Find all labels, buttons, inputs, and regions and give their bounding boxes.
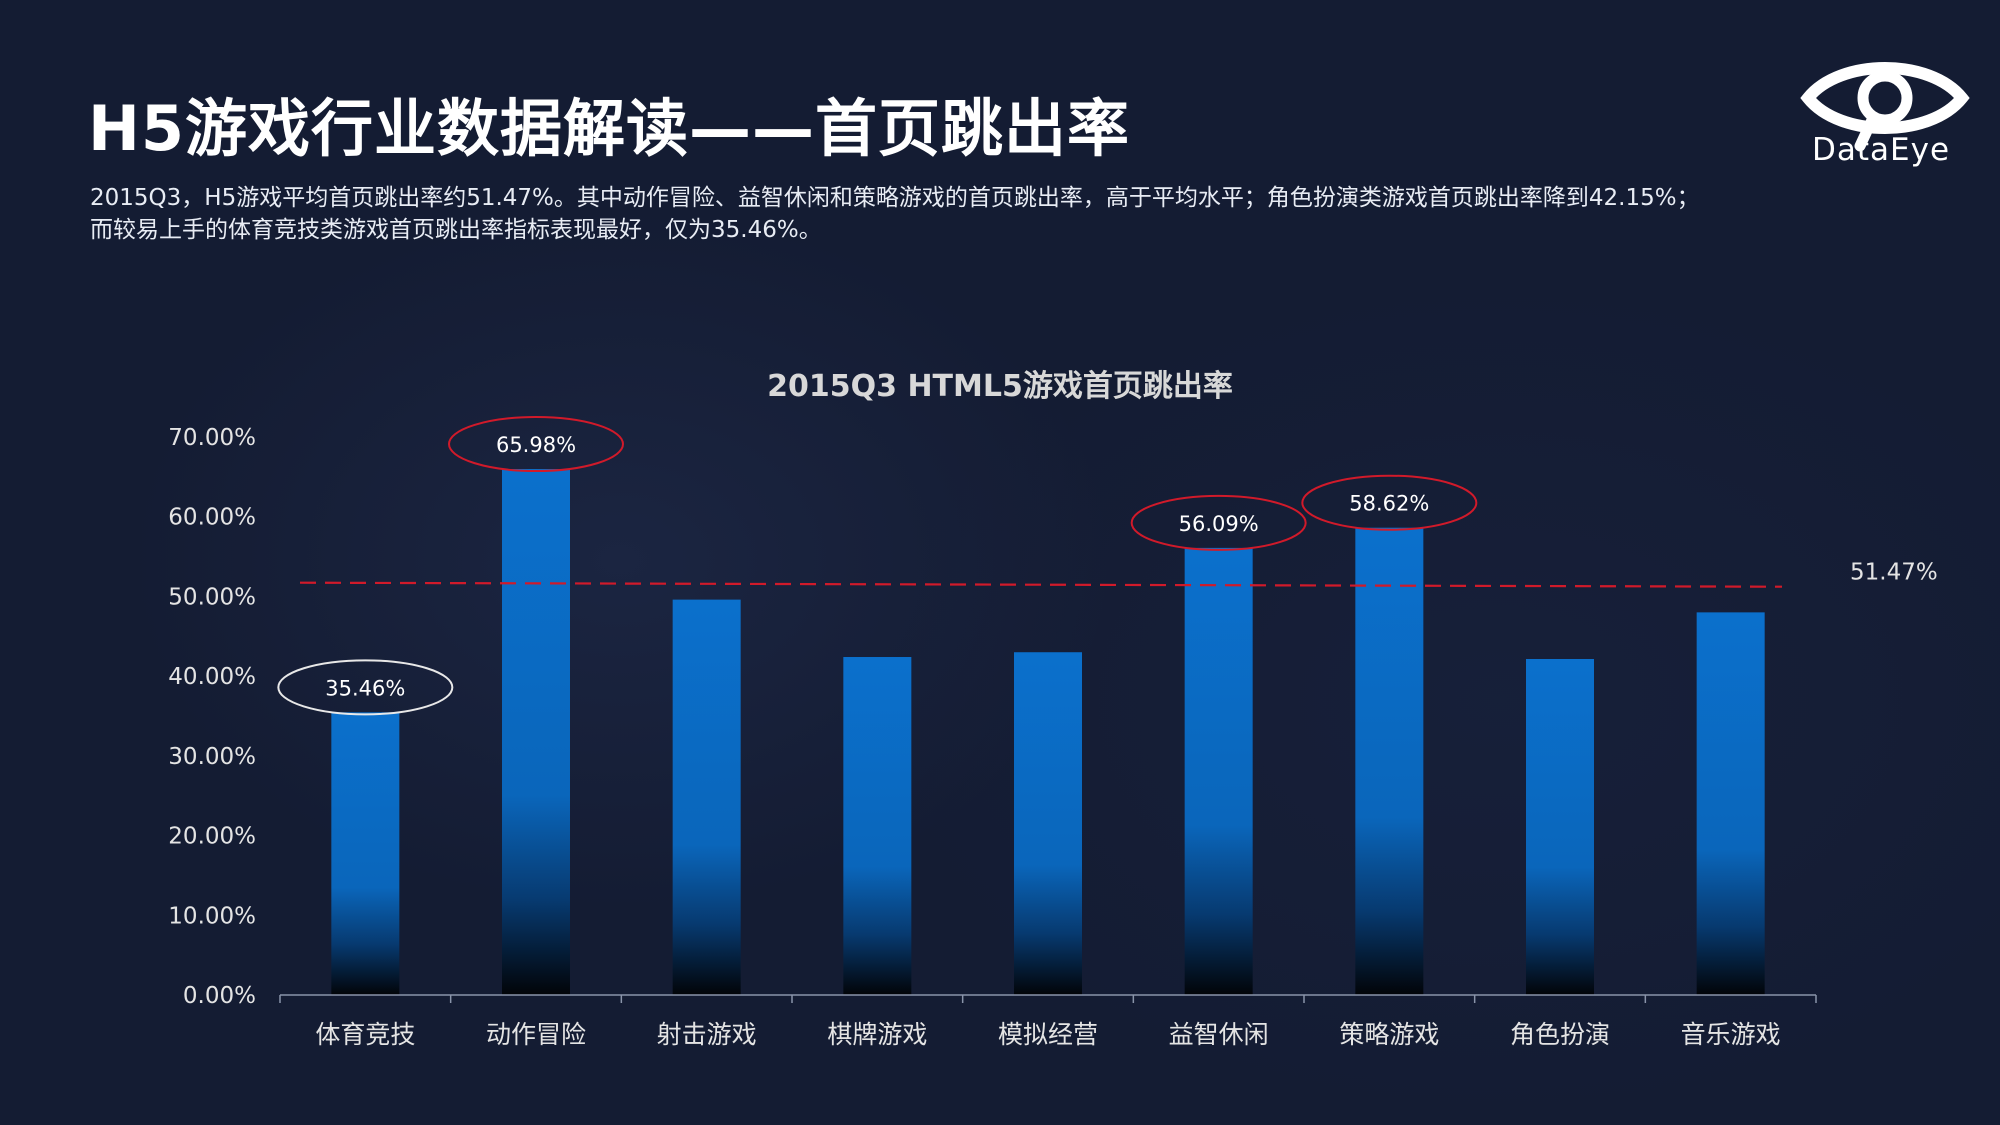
bar [1355, 527, 1424, 995]
logo-text: DataEye [1812, 132, 1951, 168]
description-line-1: 2015Q3，H5游戏平均首页跳出率约51.47%。其中动作冒险、益智休闲和策略… [90, 185, 1700, 211]
x-tick-label: 模拟经营 [998, 1020, 1098, 1049]
bar [1184, 547, 1253, 995]
highlight-ring [1301, 474, 1478, 531]
average-line-group: 51.47% [299, 560, 1938, 588]
chart-title: 2015Q3 HTML5游戏首页跳出率 [767, 369, 1233, 404]
highlight-ring [1130, 494, 1307, 551]
highlight-labels: 35.46% 65.98% 56.09% 58.62% [277, 416, 1478, 716]
average-line [299, 581, 1783, 588]
y-tick-label: 20.00% [168, 824, 256, 850]
page-title: H5游戏行业数据解读——首页跳出率 [88, 92, 1131, 165]
description-line-2: 而较易上手的体育竞技类游戏首页跳出率指标表现最好，仅为35.46%。 [90, 217, 822, 243]
x-tick-label: 射击游戏 [657, 1020, 757, 1049]
x-tick-label: 体育竞技 [315, 1020, 415, 1049]
x-axis: 体育竞技 动作冒险 射击游戏 棋牌游戏 模拟经营 益智休闲 策略游戏 角色扮演 音乐游戏 [279, 994, 1817, 1049]
data-label: 35.46% [325, 676, 405, 700]
y-tick-label: 40.00% [168, 664, 256, 690]
eye-icon [1800, 62, 1970, 152]
data-label: 58.62% [1349, 492, 1429, 516]
x-tick-label: 棋牌游戏 [827, 1020, 927, 1049]
bar [502, 469, 570, 995]
y-tick-label: 10.00% [168, 903, 256, 929]
x-tick-label: 策略游戏 [1339, 1020, 1439, 1049]
page-description: 2015Q3，H5游戏平均首页跳出率约51.47%。其中动作冒险、益智休闲和策略… [90, 182, 1830, 246]
bars [331, 469, 1765, 995]
y-axis: 0.00% 10.00% 20.00% 30.00% 40.00% 50.00% 60.00… [168, 425, 256, 1009]
highlight-ring [277, 659, 454, 716]
average-label: 51.47% [1850, 560, 1938, 586]
y-tick-label: 60.00% [168, 505, 256, 531]
highlight-ring [448, 416, 624, 473]
x-tick-label: 益智休闲 [1169, 1020, 1269, 1049]
x-tick-label: 角色扮演 [1510, 1020, 1610, 1049]
y-tick-label: 70.00% [168, 425, 256, 451]
y-tick-label: 30.00% [168, 744, 256, 770]
x-tick-label: 音乐游戏 [1681, 1020, 1781, 1049]
data-label: 65.98% [496, 433, 576, 457]
data-label: 56.09% [1179, 512, 1259, 536]
y-tick-label: 50.00% [168, 584, 256, 610]
bar [1696, 612, 1765, 995]
y-tick-label: 0.00% [183, 983, 256, 1009]
bar [672, 599, 741, 995]
bar [1014, 652, 1082, 995]
x-tick-label: 动作冒险 [486, 1020, 586, 1049]
bar [1526, 659, 1594, 995]
bar [843, 657, 912, 995]
bar [331, 712, 400, 995]
